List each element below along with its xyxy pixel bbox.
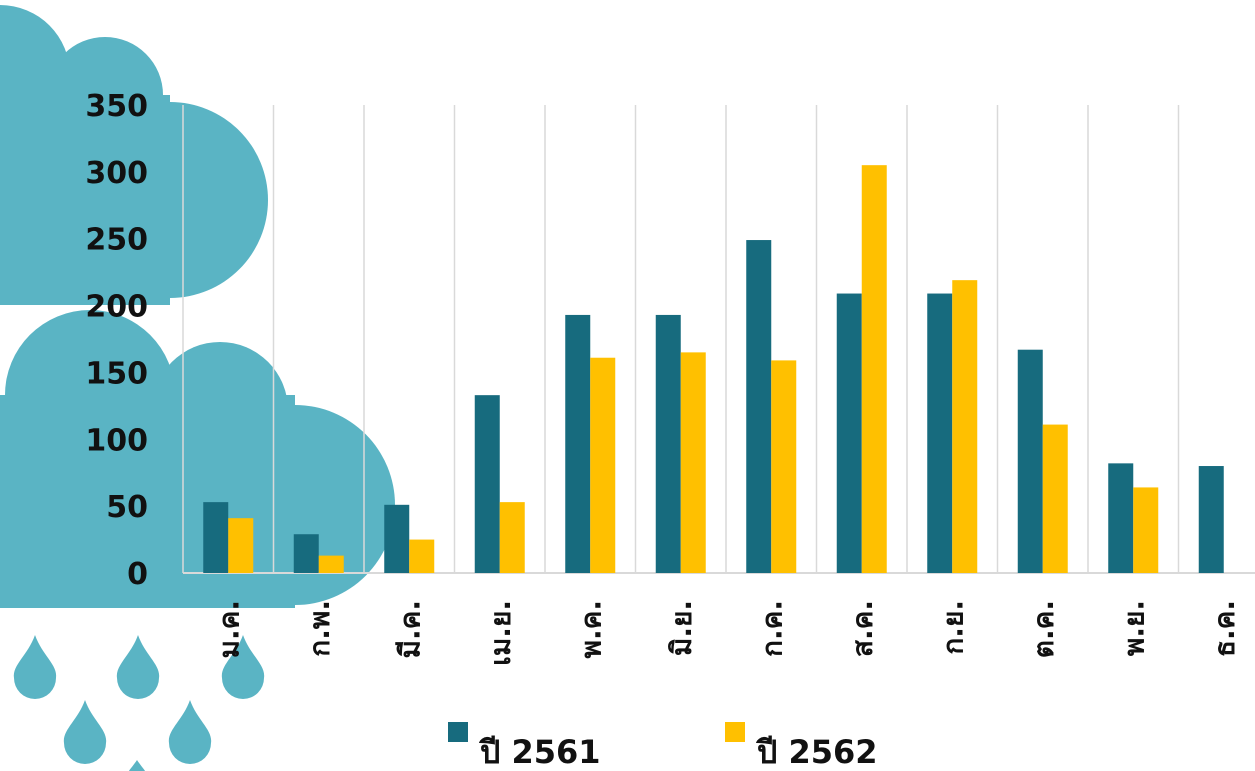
bar [565, 314, 591, 573]
y-tick-label: 300 [85, 156, 148, 191]
bar [952, 280, 978, 573]
x-tick-label: มิ.ย. [665, 600, 698, 656]
legend-label: ปี 2561 [478, 733, 600, 771]
bar [228, 518, 254, 573]
bar [1198, 466, 1224, 573]
bar [927, 293, 953, 573]
bar [499, 502, 525, 573]
y-tick-label: 100 [85, 423, 148, 458]
bar [384, 504, 410, 573]
bar [680, 352, 706, 573]
y-tick-label: 250 [85, 223, 148, 258]
bar [203, 502, 229, 573]
x-tick-label: มี.ค. [393, 600, 426, 658]
y-tick-label: 350 [85, 89, 148, 124]
x-tick-label: ม.ค. [212, 600, 245, 658]
x-tick-label: ก.ค. [755, 600, 788, 657]
bar [318, 555, 344, 573]
y-tick-label: 150 [85, 356, 148, 391]
bar [836, 293, 862, 573]
y-tick-label: 200 [85, 290, 148, 325]
bar [861, 165, 887, 573]
x-tick-label: พ.ย. [1117, 600, 1150, 656]
y-tick-label: 50 [106, 490, 148, 525]
bar [409, 539, 435, 573]
bar [590, 357, 616, 573]
x-tick-label: เม.ย. [484, 600, 517, 666]
x-tick-label: ก.ย. [936, 600, 969, 655]
bar [1108, 463, 1134, 573]
y-tick-label: 0 [127, 557, 148, 592]
bar [746, 240, 772, 573]
bar [1133, 487, 1159, 573]
bar [771, 360, 797, 573]
rain-drops [13, 635, 265, 771]
x-tick-label: ต.ค. [1027, 600, 1060, 658]
x-tick-label: ธ.ค. [1208, 600, 1241, 657]
x-tick-label: ส.ค. [846, 600, 879, 657]
legend-swatch [725, 722, 745, 742]
bar [1042, 424, 1068, 573]
bar [293, 534, 319, 573]
cloud-decoration [0, 5, 268, 305]
legend-label: ปี 2562 [755, 733, 877, 771]
legend-swatch [448, 722, 468, 742]
bar [655, 314, 681, 573]
bar [474, 395, 500, 573]
x-tick-label: พ.ค. [574, 600, 607, 658]
x-tick-label: ก.พ. [303, 600, 336, 657]
bar [1017, 349, 1043, 573]
